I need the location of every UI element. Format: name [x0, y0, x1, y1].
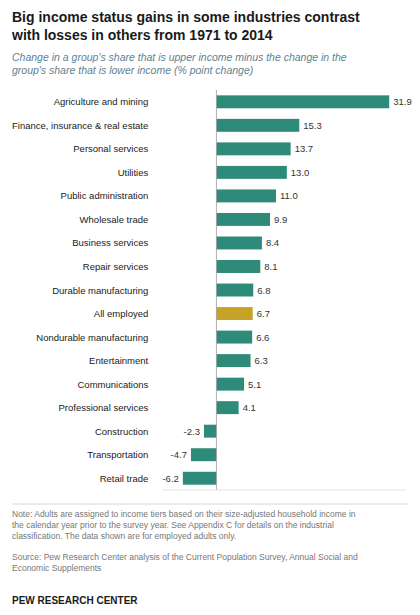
x-axis-line: [162, 490, 406, 491]
title: Big income status gains in some industri…: [11, 9, 360, 43]
category-label: Durable manufacturing: [52, 285, 148, 296]
subtitle-line: group's share that is lower income (% po…: [12, 64, 253, 76]
data-label: -6.2: [162, 473, 178, 484]
category-label: Professional services: [58, 402, 148, 413]
data-label: 6.3: [255, 355, 268, 366]
data-label: 9.9: [274, 214, 287, 225]
bar: [216, 354, 250, 367]
bar: [216, 401, 238, 414]
category-label: Business services: [72, 237, 148, 248]
zero-line: [216, 90, 217, 490]
source: Source: Pew Research Center analysis of …: [12, 552, 358, 573]
source-line: Economic Supplements: [12, 563, 101, 573]
data-label: 11.0: [280, 190, 298, 201]
category-label: All employed: [94, 308, 148, 319]
bar: [216, 119, 299, 132]
bar: [204, 425, 216, 438]
note: Note: Adults are assigned to income tier…: [12, 509, 356, 541]
data-label: 31.9: [393, 96, 412, 107]
bar: [216, 331, 252, 344]
data-label: 8.4: [266, 237, 279, 248]
category-label: Personal services: [73, 143, 148, 154]
category-label: Wholesale trade: [80, 214, 149, 225]
brand: PEW RESEARCH CENTER: [12, 595, 138, 606]
note-line: the calendar year prior to the survey ye…: [12, 520, 334, 530]
data-label: 13.7: [295, 143, 314, 154]
subtitle: Change in a group's share that is upper …: [12, 51, 347, 76]
category-label: Agriculture and mining: [54, 96, 149, 107]
bar: [216, 213, 270, 226]
data-label: 15.3: [303, 120, 322, 131]
bar: [216, 95, 389, 108]
note-line: classification. The data shown are for e…: [12, 531, 236, 541]
bar: [216, 189, 276, 202]
data-label: 6.8: [257, 285, 270, 296]
bar: [216, 236, 262, 249]
data-label: -2.3: [184, 426, 200, 437]
title-line: Big income status gains in some industri…: [12, 9, 360, 25]
bar: [216, 307, 252, 320]
category-label: Finance, insurance & real estate: [12, 120, 148, 131]
bar: [191, 448, 216, 461]
data-label: 6.7: [257, 308, 270, 319]
category-label: Entertainment: [89, 355, 149, 366]
category-label: Repair services: [83, 261, 149, 272]
bar: [216, 142, 290, 155]
data-label: 13.0: [291, 167, 310, 178]
category-label: Retail trade: [100, 473, 149, 484]
bar: [216, 378, 244, 391]
plot-area: [183, 90, 389, 490]
source-line: Source: Pew Research Center analysis of …: [12, 552, 358, 562]
separator: [12, 504, 408, 505]
bar: [183, 472, 217, 485]
data-label: -4.7: [171, 449, 187, 460]
category-label: Communications: [78, 379, 149, 390]
data-label: 6.6: [256, 332, 269, 343]
bar: [216, 260, 260, 273]
data-label: 4.1: [243, 402, 256, 413]
category-label: Utilities: [118, 167, 149, 178]
data-label: 8.1: [264, 261, 277, 272]
category-label: Construction: [95, 426, 148, 437]
bar: [216, 166, 286, 179]
data-label: 5.1: [248, 379, 261, 390]
brand-line: PEW RESEARCH CENTER: [12, 595, 138, 606]
note-line: Note: Adults are assigned to income tier…: [12, 509, 356, 519]
title-line: with losses in others from 1971 to 2014: [11, 27, 273, 43]
category-label: Nondurable manufacturing: [36, 332, 148, 343]
chart: Big income status gains in some industri…: [0, 0, 420, 615]
subtitle-line: Change in a group's share that is upper …: [12, 51, 347, 63]
category-label: Transportation: [87, 449, 148, 460]
category-label: Public administration: [61, 190, 149, 201]
bar: [216, 284, 253, 297]
